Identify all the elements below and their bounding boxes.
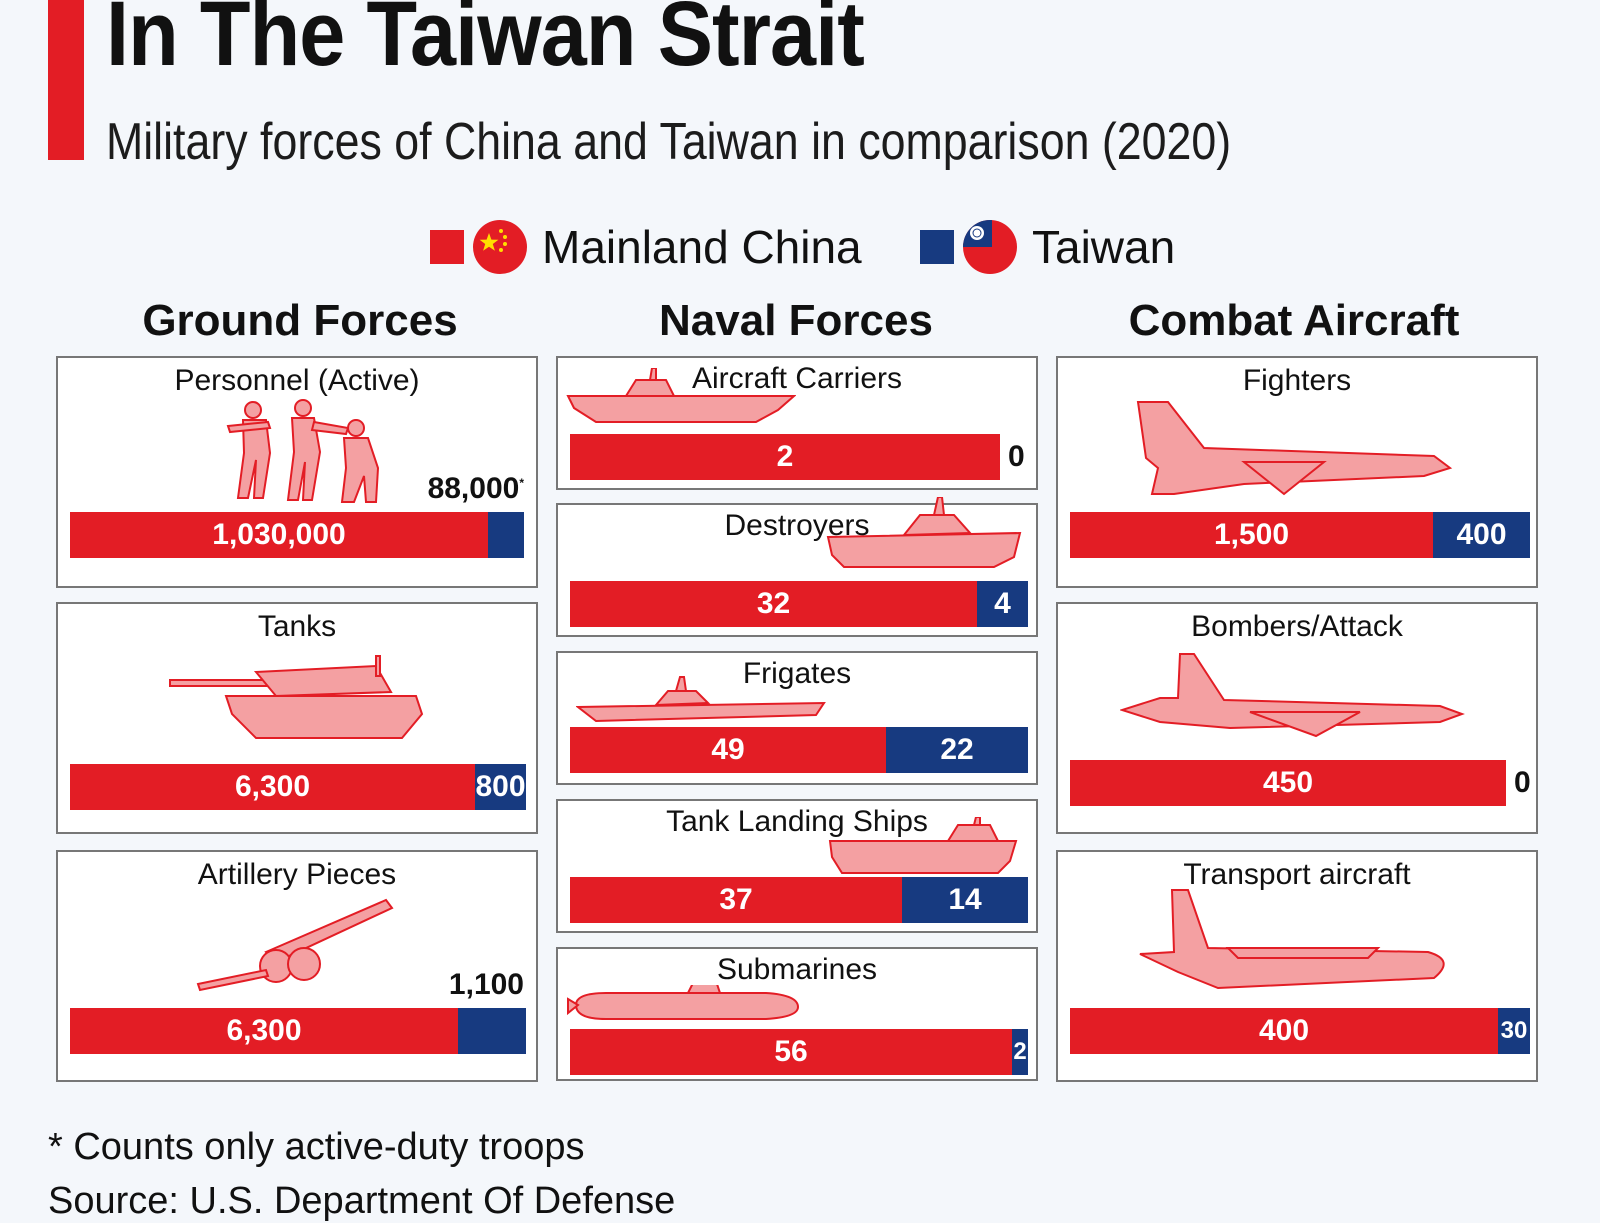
bar-china: 1,500 xyxy=(1070,512,1433,558)
panel-title: Submarines xyxy=(716,953,878,986)
bomber-icon xyxy=(1118,652,1470,747)
carrier-icon xyxy=(566,367,797,433)
stacked-bar: 37 14 xyxy=(570,877,1028,923)
bar-taiwan: 800 xyxy=(475,764,526,810)
bar-china: 37 xyxy=(570,877,902,923)
stacked-bar: 49 22 xyxy=(570,727,1028,773)
taiwan-value-label: 1,100 xyxy=(449,968,524,1002)
bar-china: 400 xyxy=(1070,1008,1498,1054)
stacked-bar: 6,300 xyxy=(70,1008,526,1054)
taiwan-value-label: 0 xyxy=(1514,766,1531,799)
panel-destroyers: Destroyers 32 4 xyxy=(556,496,1038,637)
panel-title: Fighters xyxy=(1242,364,1352,397)
bar-china: 1,030,000 xyxy=(70,512,488,558)
legend-china-swatch xyxy=(430,230,464,264)
page-subtitle: Military forces of China and Taiwan in c… xyxy=(106,113,1232,171)
bar-taiwan: 2 xyxy=(1012,1029,1028,1075)
bar-china: 49 xyxy=(570,727,886,773)
stacked-bar: 400 30 xyxy=(1070,1008,1530,1054)
bar-taiwan: 22 xyxy=(886,727,1028,773)
stacked-bar: 2 xyxy=(570,434,1000,480)
panel-fighters: Fighters 1,500 400 xyxy=(1056,356,1538,588)
taiwan-value-text: 1,100 xyxy=(448,968,524,1001)
panel-title: Personnel (Active) xyxy=(174,364,420,397)
transport-plane-icon xyxy=(1138,888,1458,1003)
tank-icon xyxy=(166,652,436,757)
panel-frigates: Frigates 49 22 xyxy=(556,651,1038,785)
landing-ship-icon xyxy=(828,816,1018,882)
panel-tank-landing-ships: Tank Landing Ships 37 14 xyxy=(556,799,1038,933)
stacked-bar: 1,500 400 xyxy=(1070,512,1530,558)
stacked-bar: 6,300 800 xyxy=(70,764,526,810)
bar-china: 2 xyxy=(570,434,1000,480)
bar-taiwan: 400 xyxy=(1433,512,1530,558)
bar-taiwan: 14 xyxy=(902,877,1028,923)
column-heading-ground: Ground Forces xyxy=(142,296,458,345)
footnote: * Counts only active-duty troops xyxy=(48,1126,585,1168)
submarine-icon xyxy=(566,980,806,1030)
taiwan-flag-icon xyxy=(963,220,1017,274)
column-heading-naval: Naval Forces xyxy=(659,296,933,345)
stacked-bar: 32 4 xyxy=(570,581,1028,627)
legend: Mainland China Taiwan xyxy=(0,218,1600,278)
bar-taiwan: 30 xyxy=(1498,1008,1530,1054)
panel-aircraft-carriers: Aircraft Carriers 2 0 xyxy=(556,356,1038,490)
legend-china-label: Mainland China xyxy=(542,221,862,273)
panel-bombers-attack: Bombers/Attack 450 0 xyxy=(1056,602,1538,834)
panel-title: Bombers/Attack xyxy=(1191,610,1403,643)
panel-title: Aircraft Carriers xyxy=(691,362,902,395)
bar-china: 6,300 xyxy=(70,764,475,810)
panel-transport-aircraft: Transport aircraft 400 30 xyxy=(1056,850,1538,1082)
taiwan-value-label: 0 xyxy=(1008,440,1025,473)
panel-title: Tanks xyxy=(257,610,337,643)
panel-artillery-pieces: Artillery Pieces 6,300 1,100 xyxy=(56,850,538,1082)
bar-taiwan: 4 xyxy=(977,581,1028,627)
destroyer-icon xyxy=(824,496,1024,582)
fighter-jet-icon xyxy=(1134,398,1454,513)
stacked-bar: 1,030,000 xyxy=(70,512,524,558)
soldiers-icon xyxy=(208,398,398,513)
source-note: Source: U.S. Department Of Defense xyxy=(48,1180,676,1222)
bar-china: 450 xyxy=(1070,760,1506,806)
page-title: In The Taiwan Strait xyxy=(106,0,865,85)
bar-china: 32 xyxy=(570,581,977,627)
stacked-bar: 450 xyxy=(1070,760,1506,806)
panel-title: Frigates xyxy=(742,657,852,690)
bar-taiwan xyxy=(488,512,524,558)
panel-tanks: Tanks 6,300 800 xyxy=(56,602,538,834)
taiwan-value-label: 88,000* xyxy=(428,472,524,506)
legend-taiwan-swatch xyxy=(920,230,954,264)
china-flag-icon xyxy=(473,220,527,274)
title-accent-bar xyxy=(48,0,84,160)
bar-china: 6,300 xyxy=(70,1008,458,1054)
panel-title: Tank Landing Ships xyxy=(666,805,928,838)
bar-china: 56 xyxy=(570,1029,1012,1075)
artillery-icon xyxy=(196,896,396,1001)
bar-taiwan xyxy=(458,1008,526,1054)
panel-title: Artillery Pieces xyxy=(197,858,397,891)
panel-title: Transport aircraft xyxy=(1183,858,1411,891)
column-heading-aircraft: Combat Aircraft xyxy=(1128,296,1460,345)
frigate-icon xyxy=(575,675,826,730)
taiwan-value-text: 88,000 xyxy=(427,472,520,505)
footnote-marker: * xyxy=(519,476,524,490)
panel-personnel-active-: Personnel (Active) 1,030,000 88,000* xyxy=(56,356,538,588)
panel-title: Destroyers xyxy=(724,509,870,542)
stacked-bar: 56 2 xyxy=(570,1029,1028,1075)
panel-submarines: Submarines 56 2 xyxy=(556,947,1038,1081)
legend-taiwan-label: Taiwan xyxy=(1032,221,1176,273)
